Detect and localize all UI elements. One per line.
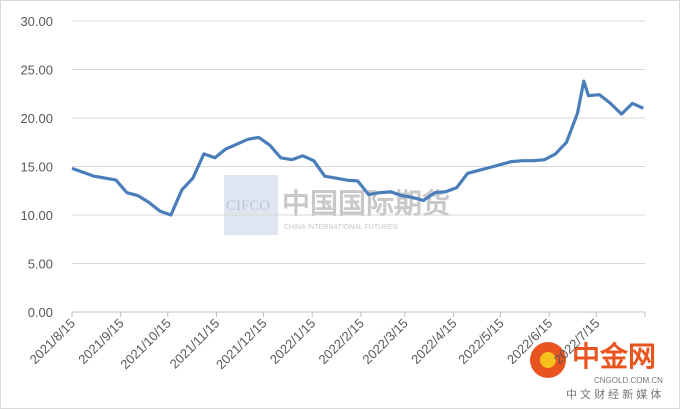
y-tick-label: 20.00 [20,111,53,126]
y-tick-label: 5.00 [28,257,53,272]
watermark: CIFCO [226,198,270,214]
watermark-logo [540,352,556,368]
y-tick-label: 10.00 [20,208,53,223]
line-series [71,79,645,217]
watermark: CNGOLD.COM.CN [594,376,663,385]
watermark: 中 文 财 经 新 媒 体 [566,387,661,401]
y-tick-label: 30.00 [20,14,53,29]
watermark: CHINA INTERNATIONAL FUTURES [284,224,398,231]
watermark: 中金网 [572,340,656,372]
y-tick-label: 15.00 [20,160,53,175]
y-tick-label: 0.00 [28,305,53,320]
watermark-logo [224,175,278,235]
y-tick-label: 25.00 [20,63,53,78]
